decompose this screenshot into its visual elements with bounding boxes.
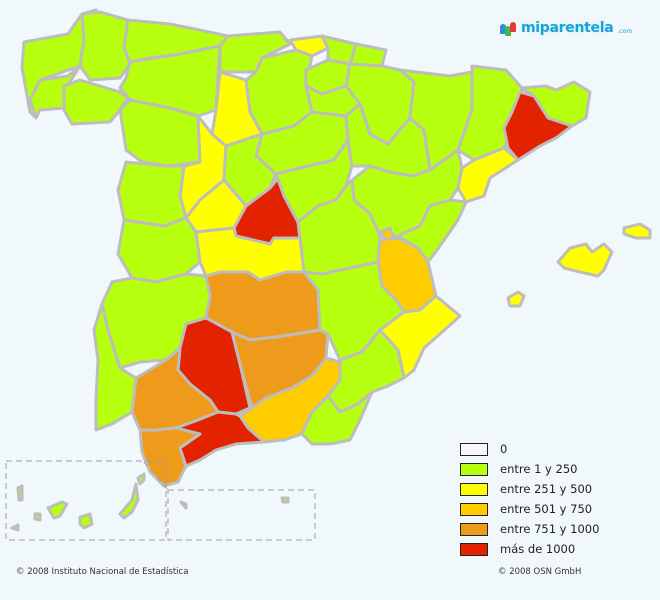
province-huelva[interactable] — [92, 302, 138, 432]
legend-item: entre 751 y 1000 — [460, 519, 599, 539]
island-tenerife[interactable] — [46, 500, 69, 520]
legend-label: entre 501 y 750 — [500, 502, 593, 516]
legend-swatch — [460, 482, 488, 496]
island-la-gomera[interactable] — [33, 512, 42, 522]
copyright-ine: © 2008 Instituto Nacional de Estadística — [16, 567, 189, 577]
city-melilla[interactable] — [280, 496, 290, 504]
province-malaga[interactable] — [174, 410, 266, 468]
logo-text: miparentela — [521, 20, 614, 36]
legend-label: entre 1 y 250 — [500, 462, 578, 476]
legend-label: más de 1000 — [500, 542, 576, 556]
legend-item: entre 1 y 250 — [460, 459, 599, 479]
legend-swatch — [460, 502, 488, 516]
city-ceuta[interactable] — [179, 500, 188, 510]
province-barcelona[interactable] — [502, 90, 574, 162]
miparentela-logo[interactable]: miparentela .com — [500, 20, 632, 36]
province-castellon[interactable] — [396, 198, 468, 264]
province-lugo[interactable] — [78, 10, 132, 82]
legend-label: 0 — [500, 442, 508, 456]
province-illes-balears-ibiza[interactable] — [506, 290, 526, 308]
province-salamanca[interactable] — [116, 160, 188, 228]
province-guipuzcoa[interactable] — [348, 42, 388, 68]
legend-item: entre 501 y 750 — [460, 499, 599, 519]
map-legend: 0 entre 1 y 250 entre 251 y 500 entre 50… — [460, 439, 599, 559]
legend-swatch — [460, 442, 488, 456]
logo-suffix: .com — [617, 27, 633, 35]
province-ourense[interactable] — [62, 78, 130, 126]
province-illes-balears-menorca[interactable] — [622, 222, 652, 240]
legend-item: más de 1000 — [460, 539, 599, 559]
province-almeria[interactable] — [300, 390, 374, 446]
province-illes-balears-mallorca[interactable] — [556, 242, 614, 278]
island-el-hierro[interactable] — [10, 523, 20, 532]
legend-swatch — [460, 522, 488, 536]
island-lanzarote[interactable] — [136, 472, 146, 486]
island-fuerteventura[interactable] — [118, 482, 140, 520]
canary-islands-inset-frame — [5, 460, 167, 541]
legend-item: entre 251 y 500 — [460, 479, 599, 499]
island-la-palma[interactable] — [16, 484, 24, 502]
legend-item: 0 — [460, 439, 599, 459]
people-icon — [500, 21, 518, 36]
copyright-osn: © 2008 OSN GmbH — [498, 567, 582, 577]
legend-label: entre 251 y 500 — [500, 482, 593, 496]
legend-swatch — [460, 462, 488, 476]
province-galicia-a-coruna[interactable] — [20, 8, 98, 120]
province-zamora[interactable] — [118, 98, 202, 168]
inset-connector-line — [143, 461, 169, 491]
legend-swatch — [460, 542, 488, 556]
province-caceres[interactable] — [116, 216, 202, 284]
ceuta-melilla-inset-frame — [167, 489, 316, 541]
legend-label: entre 751 y 1000 — [500, 522, 600, 536]
island-gran-canaria[interactable] — [78, 512, 94, 530]
